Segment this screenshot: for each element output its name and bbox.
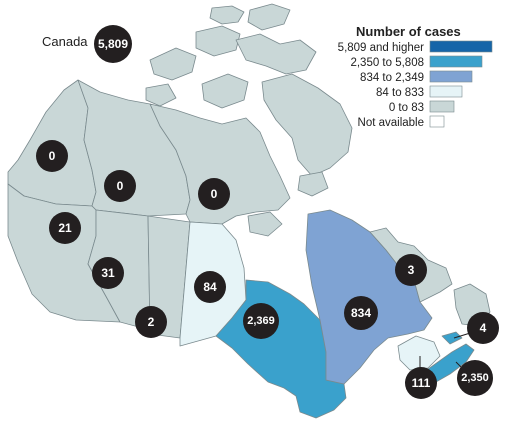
badge-nova-scotia: 2,350: [457, 360, 493, 396]
badge-value-alberta: 31: [101, 266, 115, 280]
region-arctic-island: [297, 171, 329, 197]
badge-ontario: 2,369: [243, 303, 279, 339]
region-arctic-island: [145, 83, 177, 107]
legend-swatch: [429, 40, 493, 53]
region-nova-scotia: [423, 343, 475, 383]
badge-manitoba: 84: [194, 271, 226, 303]
canada-total-badge: 5,809: [94, 25, 132, 63]
legend-swatch: [429, 85, 463, 98]
legend-label: Not available: [358, 117, 424, 129]
region-arctic-island: [235, 33, 317, 75]
badge-value-yukon: 0: [49, 149, 56, 163]
badge-value-saskatchewan: 2: [148, 315, 155, 329]
badge-value-northwest-territories: 0: [117, 179, 124, 193]
badge-british-columbia: 21: [49, 212, 81, 244]
region-arctic-island: [195, 25, 241, 57]
canada-label: Canada: [42, 34, 88, 49]
badge-yukon: 0: [36, 140, 68, 172]
region-new-brunswick: [397, 335, 441, 371]
region-arctic-island: [201, 73, 249, 109]
badge-value-nova-scotia: 2,350: [461, 372, 489, 384]
legend-label: 0 to 83: [389, 102, 424, 114]
badge-new-brunswick: 111: [405, 367, 437, 399]
badge-value-prince-edward-island: 4: [480, 321, 487, 335]
badge-circle: [198, 178, 230, 210]
badge-value-newfoundland-and-labrador: 3: [408, 263, 415, 277]
badge-circle: [135, 306, 167, 338]
canada-total-value: 5,809: [98, 37, 128, 51]
badge-circle: [104, 170, 136, 202]
badge-circle: [243, 303, 279, 339]
arctic-islands: [145, 3, 353, 197]
badge-circle: [467, 312, 499, 344]
legend-title: Number of cases: [356, 24, 461, 39]
badge-saskatchewan: 2: [135, 306, 167, 338]
badge-value-manitoba: 84: [203, 280, 217, 294]
badge-circle: [92, 257, 124, 289]
legend-swatch: [429, 70, 473, 83]
badge-value-ontario: 2,369: [247, 315, 275, 327]
legend-label: 2,350 to 5,808: [350, 57, 424, 69]
legend-swatch: [429, 115, 445, 128]
badge-northwest-territories: 0: [104, 170, 136, 202]
badge-circle: [49, 212, 81, 244]
canada-badge-circle: [94, 25, 132, 63]
badge-value-british-columbia: 21: [58, 221, 72, 235]
badge-circle: [405, 367, 437, 399]
badge-circle: [36, 140, 68, 172]
badge-value-nunavut: 0: [211, 187, 218, 201]
region-arctic-island: [149, 47, 197, 81]
region-baffin-island: [261, 73, 353, 177]
badge-alberta: 31: [92, 257, 124, 289]
legend-swatch: [429, 55, 483, 68]
badge-quebec: 834: [344, 296, 378, 330]
region-prince-edward-island: [441, 331, 463, 345]
legend-label: 5,809 and higher: [338, 42, 424, 54]
region-nunavut: [149, 103, 291, 225]
region-southampton-island: [247, 211, 283, 237]
legend: Number of cases 5,809 and higher 2,350 t…: [338, 24, 493, 129]
badge-value-new-brunswick: 111: [412, 376, 431, 390]
region-arctic-island: [247, 3, 291, 31]
region-northwest-territories: [77, 79, 191, 217]
badge-circle: [457, 360, 493, 396]
badge-prince-edward-island: 4: [467, 312, 499, 344]
badge-circle: [395, 254, 427, 286]
badge-nunavut: 0: [198, 178, 230, 210]
legend-label: 84 to 833: [376, 87, 424, 99]
legend-label: 834 to 2,349: [360, 72, 424, 84]
badge-value-quebec: 834: [351, 306, 371, 320]
badge-circle: [194, 271, 226, 303]
region-arctic-island: [209, 5, 245, 25]
legend-swatch: [429, 100, 455, 113]
badge-newfoundland-and-labrador: 3: [395, 254, 427, 286]
badge-circle: [344, 296, 378, 330]
